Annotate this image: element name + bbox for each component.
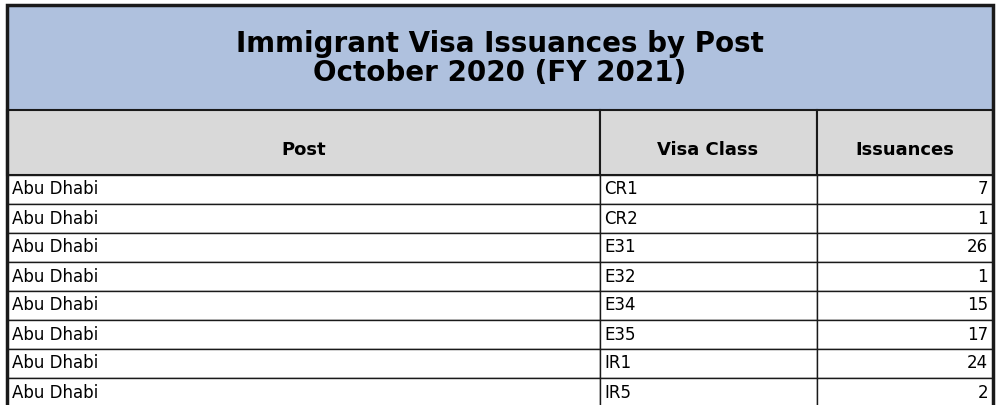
Text: E32: E32 (605, 267, 636, 286)
Bar (7, 175, 600, 204)
Bar (7, 110, 600, 175)
Text: CR2: CR2 (605, 209, 638, 228)
Bar (7, 378, 600, 405)
Text: Immigrant Visa Issuances by Post: Immigrant Visa Issuances by Post (236, 30, 764, 58)
Bar (7, 262, 600, 291)
Text: 2: 2 (977, 384, 988, 401)
Text: 26: 26 (967, 239, 988, 256)
Text: Abu Dhabi: Abu Dhabi (12, 239, 98, 256)
Text: October 2020 (FY 2021): October 2020 (FY 2021) (313, 60, 687, 87)
Bar (7, 320, 600, 349)
Text: 1: 1 (977, 209, 988, 228)
Text: 1: 1 (977, 267, 988, 286)
Text: IR5: IR5 (605, 384, 632, 401)
Text: CR1: CR1 (605, 181, 638, 198)
Text: Abu Dhabi: Abu Dhabi (12, 326, 98, 343)
Text: 7: 7 (978, 181, 988, 198)
Bar (817, 291, 993, 320)
Text: Abu Dhabi: Abu Dhabi (12, 209, 98, 228)
Bar (7, 204, 600, 233)
Bar (600, 378, 817, 405)
Bar (7, 349, 600, 378)
Text: Abu Dhabi: Abu Dhabi (12, 296, 98, 315)
Bar (817, 175, 993, 204)
Bar (817, 320, 993, 349)
Text: Visa Class: Visa Class (657, 141, 759, 159)
Bar (600, 320, 817, 349)
Text: IR1: IR1 (605, 354, 632, 373)
Bar (817, 349, 993, 378)
Bar (7, 110, 993, 175)
Text: E34: E34 (605, 296, 636, 315)
Bar (817, 204, 993, 233)
Bar (817, 378, 993, 405)
Bar (7, 5, 993, 110)
Text: Post: Post (281, 141, 326, 159)
Bar (7, 233, 600, 262)
Text: 15: 15 (967, 296, 988, 315)
Bar (7, 291, 600, 320)
Bar (817, 233, 993, 262)
Text: Abu Dhabi: Abu Dhabi (12, 267, 98, 286)
Bar (600, 110, 817, 175)
Text: 24: 24 (967, 354, 988, 373)
Text: E35: E35 (605, 326, 636, 343)
Bar (600, 291, 817, 320)
Text: Issuances: Issuances (855, 141, 954, 159)
Text: 17: 17 (967, 326, 988, 343)
Bar (817, 262, 993, 291)
Bar (817, 110, 993, 175)
Text: Abu Dhabi: Abu Dhabi (12, 354, 98, 373)
Text: Abu Dhabi: Abu Dhabi (12, 181, 98, 198)
Bar (600, 204, 817, 233)
Text: Abu Dhabi: Abu Dhabi (12, 384, 98, 401)
Text: E31: E31 (605, 239, 636, 256)
Bar (600, 233, 817, 262)
Bar (600, 262, 817, 291)
Bar (600, 349, 817, 378)
Bar (600, 175, 817, 204)
